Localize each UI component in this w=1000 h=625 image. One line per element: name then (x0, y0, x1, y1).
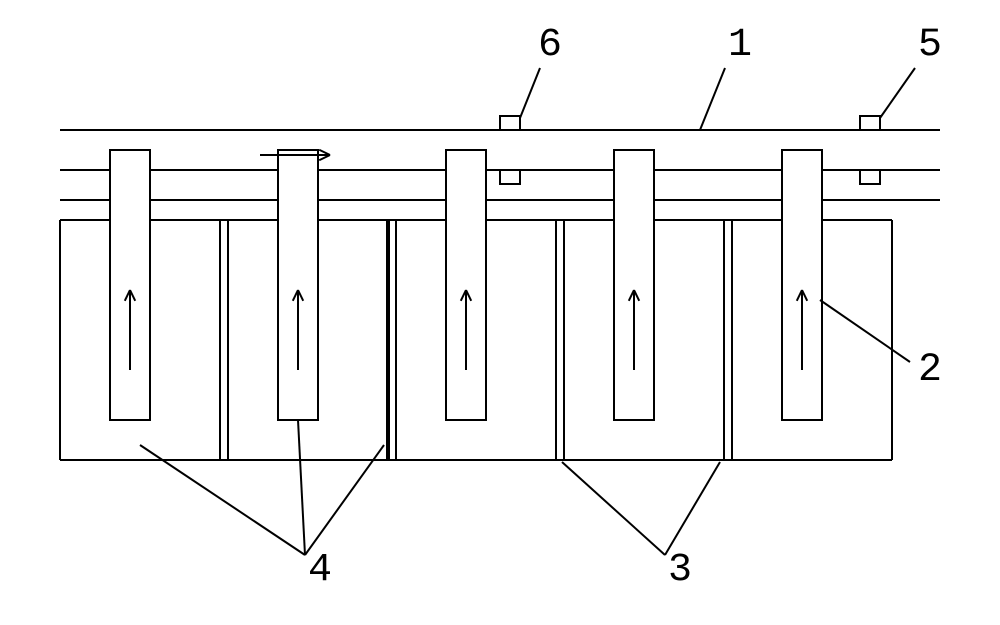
callout-label: 4 (308, 548, 332, 593)
technical-diagram: 6 1 5 2 3 4 (0, 0, 1000, 625)
callout-label: 6 (538, 23, 562, 68)
callout-label: 1 (728, 23, 752, 68)
callout-label: 5 (918, 23, 942, 68)
callout-label: 3 (668, 548, 692, 593)
callout-label: 2 (918, 348, 942, 393)
